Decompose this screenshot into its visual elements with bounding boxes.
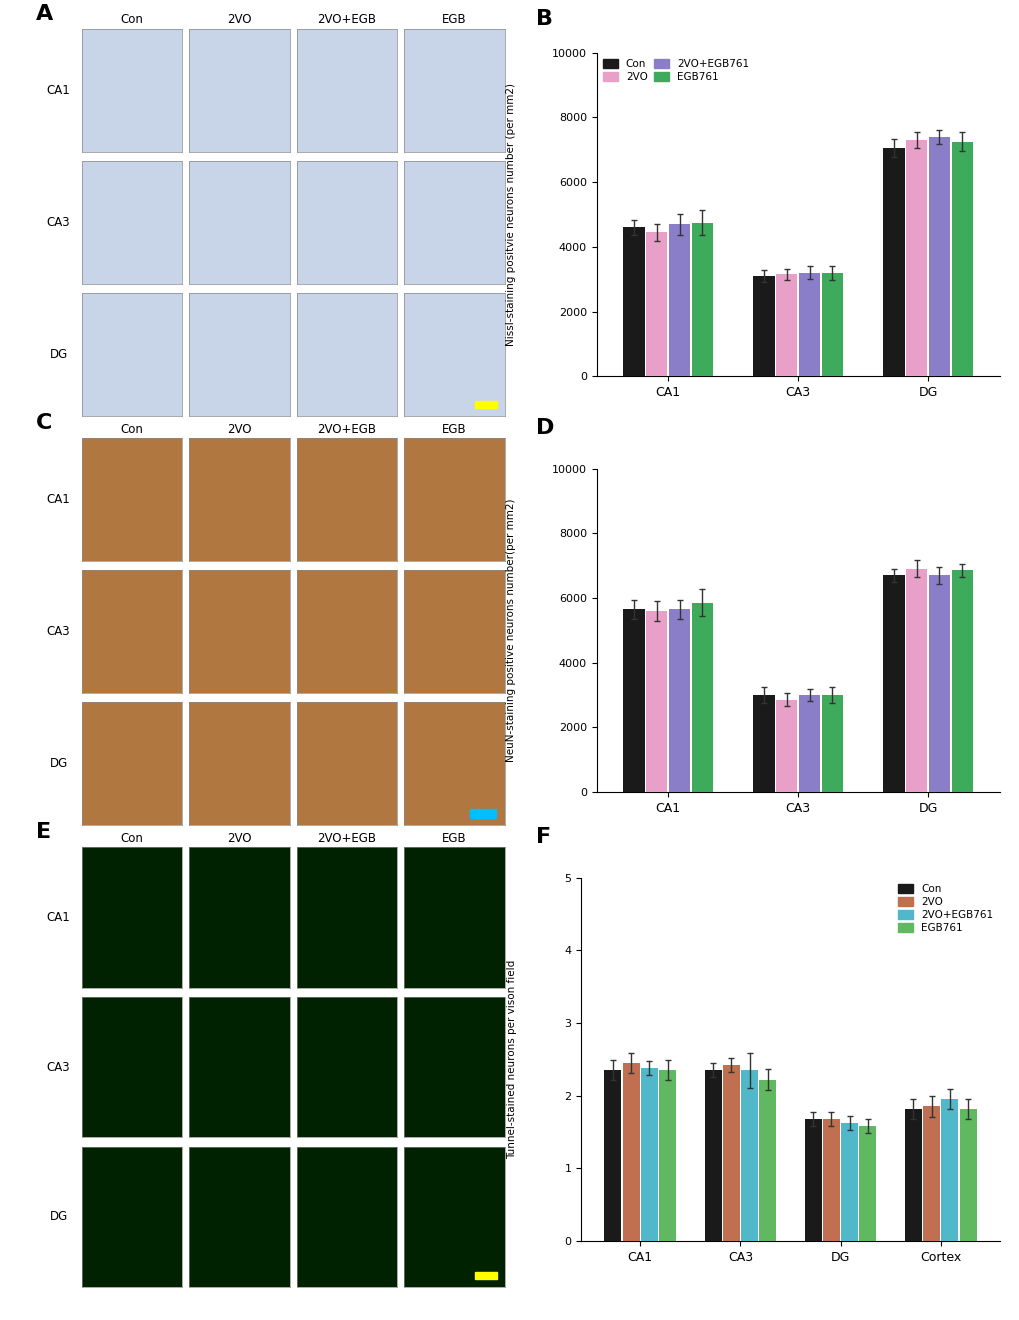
Bar [905, 140, 926, 376]
Text: CA1: CA1 [47, 911, 70, 924]
Bar [905, 569, 926, 792]
Bar [841, 1123, 857, 1241]
Text: 2VO: 2VO [227, 13, 252, 26]
Bar [691, 223, 712, 376]
Bar [798, 273, 819, 376]
Bar [822, 1119, 839, 1241]
Bar [704, 1071, 720, 1241]
Text: Con: Con [120, 422, 143, 436]
Text: CA3: CA3 [47, 216, 70, 228]
Bar [775, 275, 797, 376]
Legend: Con, 2VO, 2VO+EGB761, EGB761: Con, 2VO, 2VO+EGB761, EGB761 [897, 883, 994, 933]
Text: 2VO: 2VO [227, 832, 252, 845]
Bar [882, 576, 904, 792]
Text: DG: DG [50, 1210, 67, 1224]
Bar [623, 610, 644, 792]
Bar [753, 694, 773, 792]
Text: F: F [535, 828, 550, 847]
Text: EGB: EGB [442, 832, 467, 845]
Bar [922, 1106, 940, 1241]
Text: Con: Con [120, 832, 143, 845]
Y-axis label: Tunnel-stained neurons per vison field: Tunnel-stained neurons per vison field [506, 960, 516, 1159]
Bar [622, 1063, 639, 1241]
Bar [882, 148, 904, 376]
Bar [658, 1071, 676, 1241]
Bar [951, 141, 972, 376]
Bar [951, 570, 972, 792]
Bar [928, 137, 949, 376]
Bar [804, 1119, 821, 1241]
Text: Con: Con [120, 13, 143, 26]
Bar [646, 232, 666, 376]
Text: A: A [36, 4, 53, 24]
Text: 2VO+EGB: 2VO+EGB [317, 13, 376, 26]
Y-axis label: NeuN-staining positive neurons number(per mm2): NeuN-staining positive neurons number(pe… [505, 499, 516, 762]
Bar [941, 1100, 958, 1241]
Text: CA3: CA3 [47, 1061, 70, 1073]
Text: CA1: CA1 [47, 494, 70, 506]
Bar [758, 1080, 775, 1241]
Bar [821, 694, 842, 792]
Bar [821, 273, 842, 376]
Text: CA1: CA1 [47, 84, 70, 96]
Text: CA3: CA3 [47, 626, 70, 638]
Bar [668, 224, 690, 376]
Y-axis label: Nissl-staining positvie neurons number (per mm2): Nissl-staining positvie neurons number (… [505, 83, 516, 346]
Text: 2VO+EGB: 2VO+EGB [317, 422, 376, 436]
Bar [691, 603, 712, 792]
Bar [959, 1109, 975, 1241]
Text: DG: DG [50, 758, 67, 770]
Bar [775, 700, 797, 792]
Text: EGB: EGB [442, 422, 467, 436]
Text: EGB: EGB [442, 13, 467, 26]
Text: 2VO+EGB: 2VO+EGB [317, 832, 376, 845]
Legend: Con, 2VO, 2VO+EGB761, EGB761: Con, 2VO, 2VO+EGB761, EGB761 [601, 58, 749, 83]
Text: 2VO: 2VO [227, 422, 252, 436]
Text: B: B [535, 9, 552, 29]
Bar [859, 1126, 875, 1241]
Bar [668, 610, 690, 792]
Bar [928, 576, 949, 792]
Bar [604, 1071, 621, 1241]
Bar [470, 809, 495, 817]
Bar [646, 611, 666, 792]
Text: D: D [535, 418, 553, 438]
Bar [640, 1068, 657, 1241]
Bar [623, 227, 644, 376]
Bar [474, 1271, 496, 1279]
Text: C: C [36, 413, 52, 433]
Bar [741, 1071, 757, 1241]
Bar [474, 401, 496, 408]
Bar [722, 1065, 739, 1241]
Text: DG: DG [50, 348, 67, 360]
Text: E: E [36, 822, 51, 842]
Bar [904, 1109, 921, 1241]
Bar [798, 694, 819, 792]
Bar [753, 276, 773, 376]
